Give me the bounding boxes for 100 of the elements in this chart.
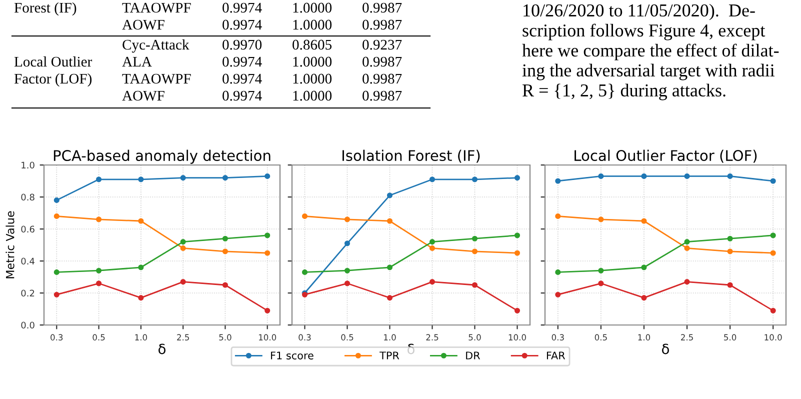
x-tick-label: 0.5 (92, 334, 105, 340)
text: AOWF (122, 90, 164, 101)
text: 1.0000 (293, 56, 332, 67)
point (598, 173, 604, 179)
x-tick-label: 1.0 (135, 334, 147, 340)
point (54, 269, 60, 275)
x-tick-label: 0.3 (298, 334, 311, 340)
point (641, 173, 647, 179)
text: 0.9987 (362, 90, 402, 101)
text: 0.9987 (362, 2, 402, 13)
point (386, 264, 393, 270)
point (222, 282, 228, 288)
text: 0.9974 (222, 56, 262, 67)
point (344, 216, 350, 222)
y-tick-label: 0.6 (21, 226, 34, 233)
x-tick-label: 2.5 (426, 334, 438, 340)
text: 0.9974 (222, 90, 262, 101)
point (96, 216, 102, 222)
text: Factor (LOF) (14, 73, 92, 87)
x-tick-label: 0.5 (341, 334, 354, 340)
x-axis-title: δ (158, 344, 166, 354)
point (138, 176, 144, 182)
point (344, 240, 350, 246)
text: Local Outlier (14, 56, 92, 67)
point (264, 232, 270, 238)
point (264, 308, 270, 314)
point (138, 264, 144, 270)
x-tick-label: 10.0 (258, 334, 276, 340)
point (555, 292, 561, 298)
x-axis-title: δ (662, 344, 669, 354)
x-tick-label: 0.3 (50, 334, 63, 340)
text: 1.0000 (293, 74, 332, 84)
chart-title: PCA-based anomaly detection (54, 150, 270, 164)
y-tick-label: 0.4 (21, 258, 34, 265)
x-tick-label: 10.0 (764, 334, 782, 340)
point (684, 173, 690, 179)
point (429, 245, 436, 251)
point (386, 218, 393, 224)
point (598, 280, 604, 286)
chart-title: Local Outlier Factor (LOF) (574, 150, 757, 163)
text: 0.9970 (222, 40, 262, 50)
text: 0.9974 (222, 2, 262, 13)
point (514, 175, 520, 181)
point (54, 213, 60, 219)
point (472, 176, 478, 182)
x-tick-label: 1.0 (638, 334, 650, 340)
text: 1.0000 (293, 20, 332, 30)
legend-label: TPR (380, 352, 400, 360)
point (138, 218, 144, 224)
point (180, 279, 186, 285)
x-tick-label: 2.5 (177, 334, 189, 340)
point (222, 236, 228, 242)
point (472, 248, 478, 254)
point (138, 295, 144, 301)
point (429, 176, 436, 182)
text: 0.9237 (362, 40, 402, 50)
point (222, 175, 228, 181)
point (472, 236, 478, 242)
legend-label: DR (466, 352, 480, 360)
point (96, 280, 102, 286)
text: Cyc-Attack (122, 39, 190, 53)
point (386, 192, 393, 198)
x-tick-label: 10.0 (508, 334, 526, 340)
point (555, 269, 561, 275)
point (54, 197, 60, 203)
text: 0.9987 (362, 56, 402, 67)
point (180, 245, 186, 251)
text: 0.9987 (362, 74, 402, 84)
point (684, 279, 690, 285)
point (344, 268, 350, 274)
y-tick-label: 0.0 (21, 322, 34, 329)
x-tick-label: 0.5 (594, 334, 607, 340)
point (684, 245, 690, 251)
text: 0.9974 (222, 74, 262, 84)
text: ing the adversarial target with radii (522, 64, 775, 80)
x-tick-label: 1.0 (384, 334, 396, 340)
text: here we compare the effect of dilat- (522, 44, 779, 60)
text: 1.0000 (293, 90, 332, 101)
point (429, 279, 436, 285)
x-tick-label: 2.5 (681, 334, 693, 340)
text: Forest (IF) (14, 2, 76, 16)
point (770, 308, 776, 314)
point (641, 218, 647, 224)
point (727, 248, 733, 254)
text: R = {1, 2, 5} during attacks. (522, 84, 726, 100)
x-tick-label: 5.0 (468, 334, 481, 340)
point (598, 216, 604, 222)
text: 0.9974 (222, 20, 262, 30)
text: ALA (122, 56, 152, 67)
point (54, 292, 60, 298)
point (514, 232, 520, 238)
text: TAAOWPF (122, 74, 191, 84)
chart-title: Isolation Forest (IF) (342, 150, 480, 163)
x-axis-title: δ (408, 344, 414, 354)
legend-label: F1 score (271, 352, 314, 360)
point (770, 178, 776, 184)
point (180, 239, 186, 245)
point (96, 268, 102, 274)
point (302, 213, 308, 219)
point (514, 250, 520, 256)
